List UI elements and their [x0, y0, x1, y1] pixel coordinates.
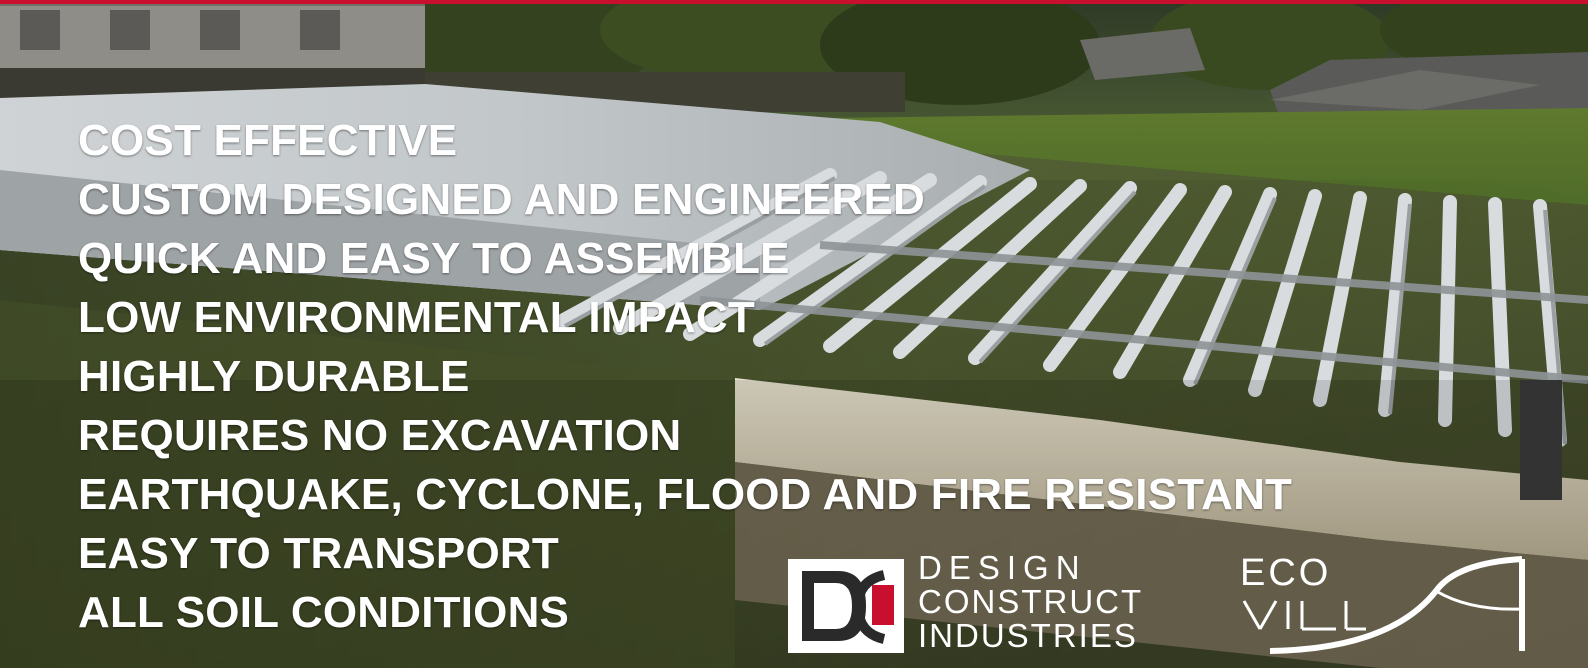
feature-item: COST EFFECTIVE	[78, 116, 458, 165]
dci-line-industries: INDUSTRIES	[918, 617, 1138, 654]
feature-item: CUSTOM DESIGNED AND ENGINEERED	[78, 175, 925, 224]
design-construct-industries-logo: DESIGN CONSTRUCT INDUSTRIES	[788, 551, 1188, 655]
feature-item: QUICK AND EASY TO ASSEMBLE	[78, 234, 790, 283]
feature-item: EARTHQUAKE, CYCLONE, FLOOD AND FIRE RESI…	[78, 470, 1293, 519]
dci-line-construct: CONSTRUCT	[918, 583, 1144, 620]
feature-item: REQUIRES NO EXCAVATION	[78, 411, 682, 460]
feature-list: COST EFFECTIVE CUSTOM DESIGNED AND ENGIN…	[78, 111, 1292, 642]
top-accent-bar	[0, 0, 1588, 4]
dci-monogram-icon	[788, 559, 904, 653]
feature-item: HIGHLY DURABLE	[78, 352, 470, 401]
eco-villa-swoosh-icon	[1242, 556, 1525, 654]
eco-villa-logo: ECO	[1240, 551, 1532, 657]
dci-line-design: DESIGN	[918, 549, 1087, 586]
feature-item: LOW ENVIRONMENTAL IMPACT	[78, 293, 755, 342]
dci-wordmark: DESIGN CONSTRUCT INDUSTRIES	[918, 551, 1188, 655]
feature-item: EASY TO TRANSPORT	[78, 529, 559, 578]
feature-item: ALL SOIL CONDITIONS	[78, 588, 570, 637]
eco-villa-word-eco: ECO	[1240, 552, 1332, 594]
